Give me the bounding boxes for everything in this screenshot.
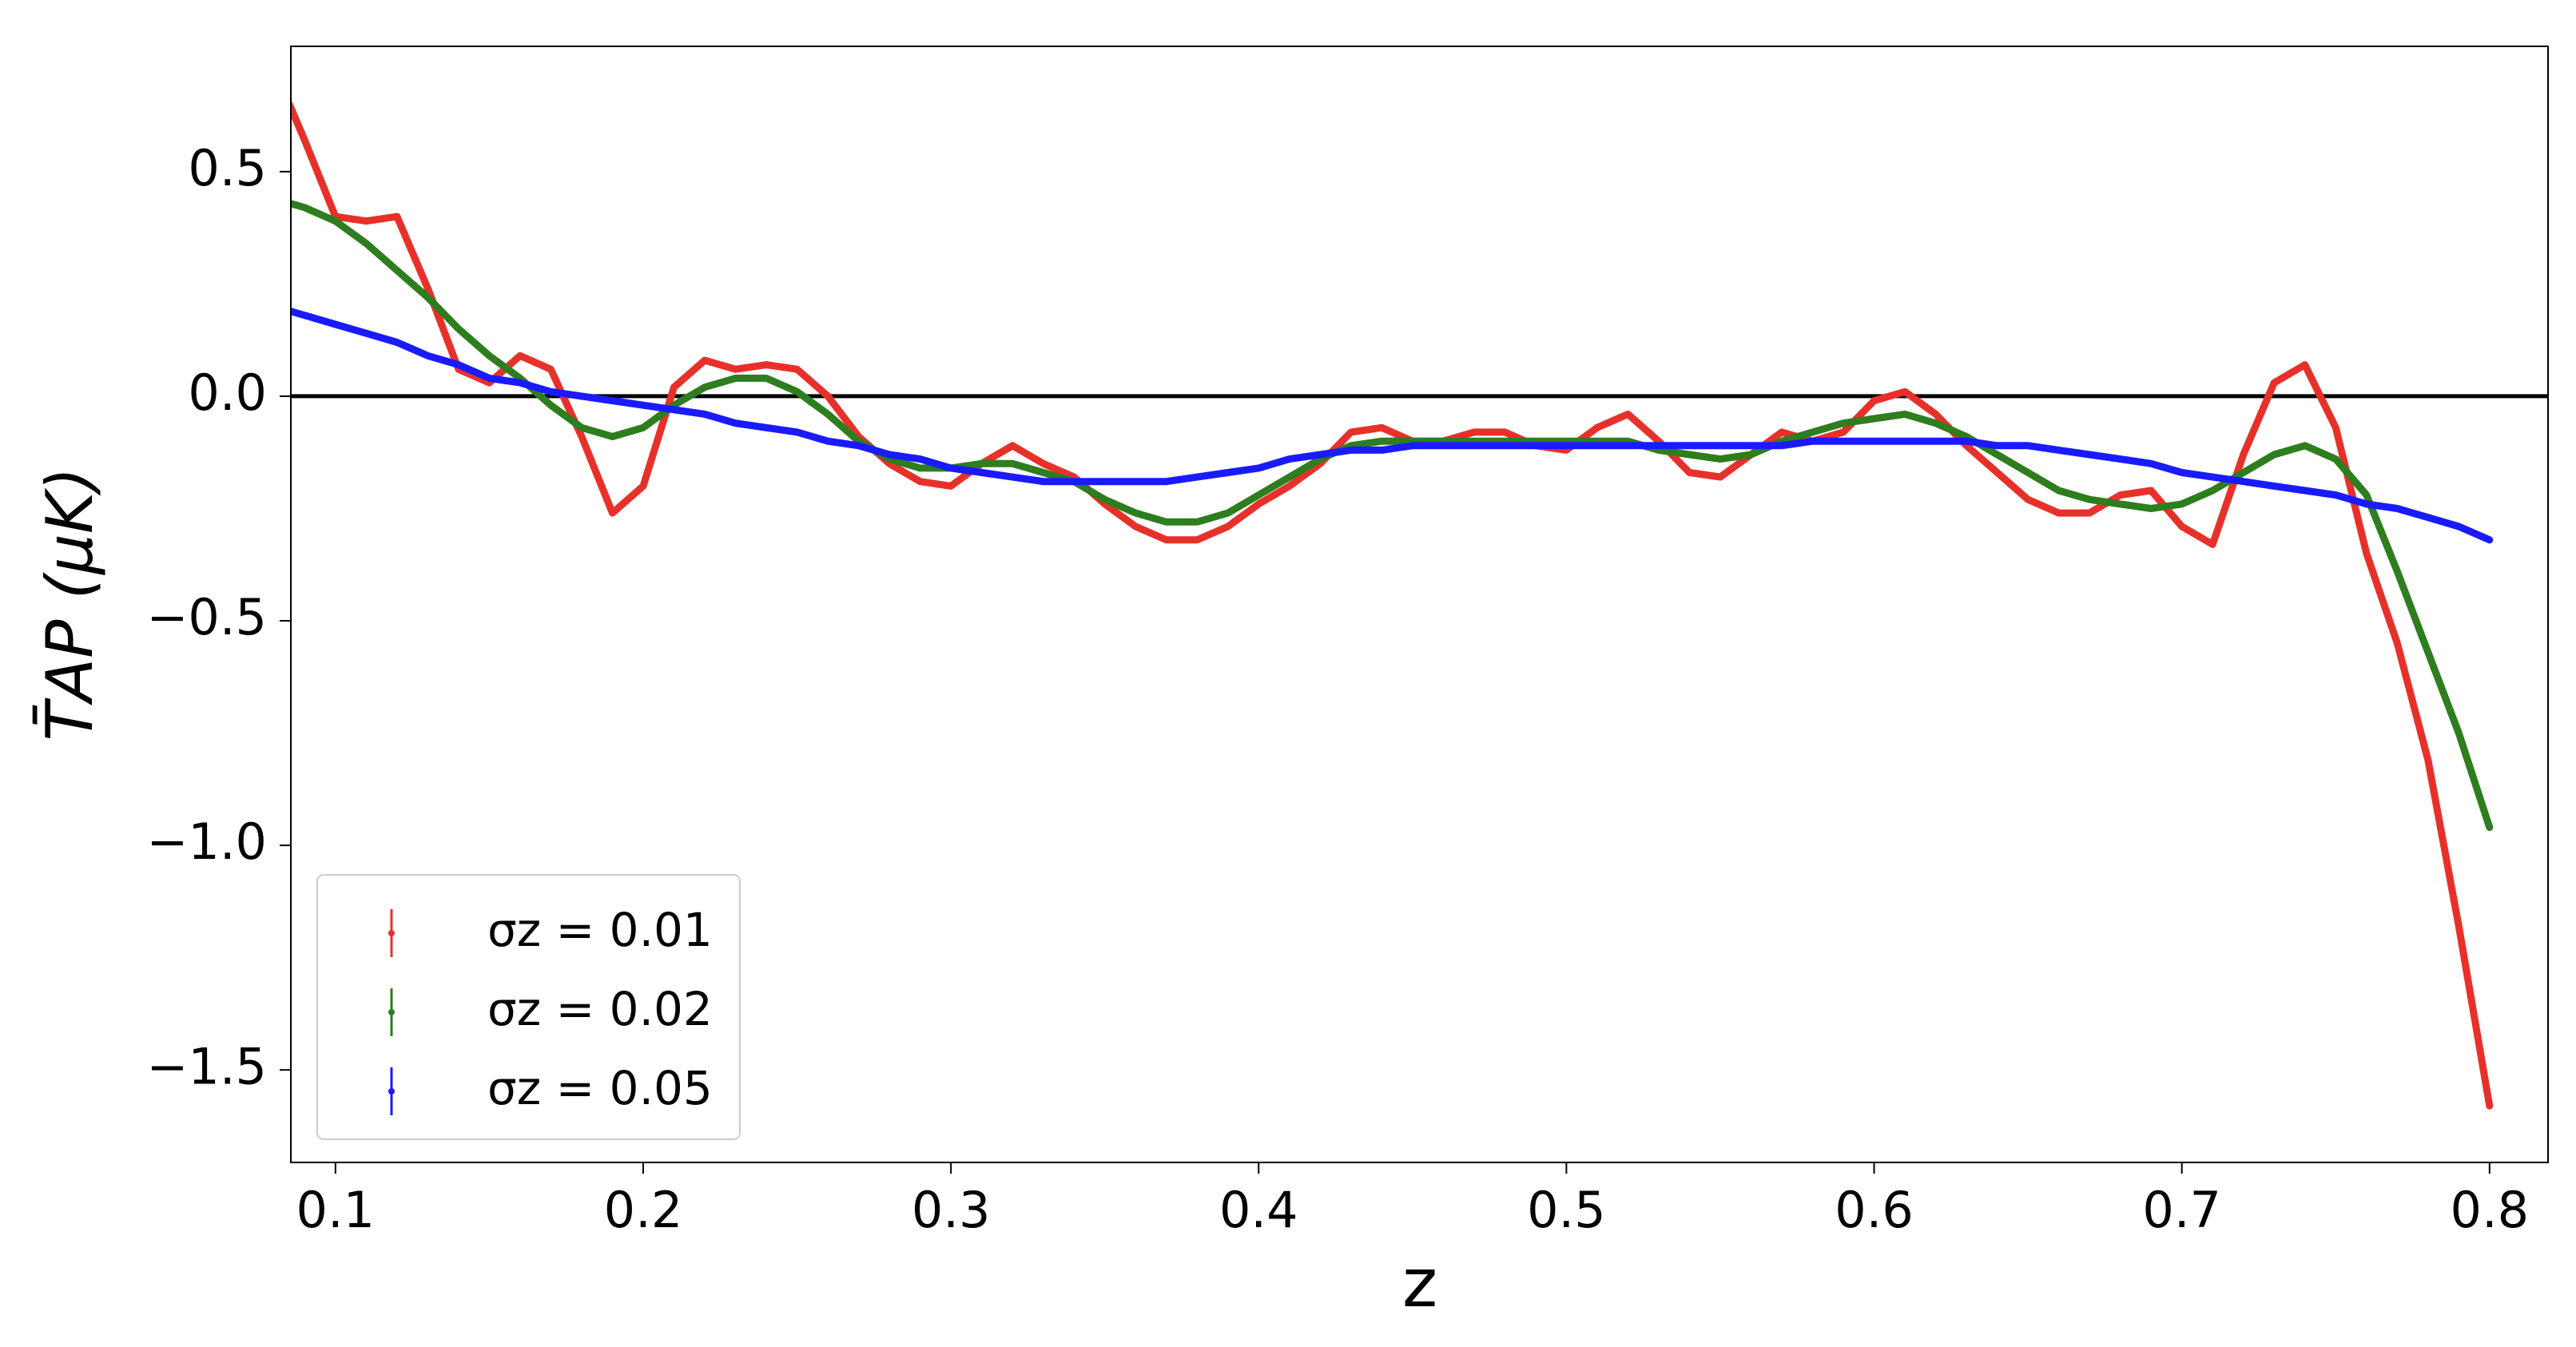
series-line bbox=[291, 307, 2494, 544]
y-tick-label: −1.0 bbox=[146, 813, 267, 871]
x-tick-label: 0.7 bbox=[2142, 1181, 2221, 1239]
legend-label: σz = 0.05 bbox=[487, 1061, 713, 1115]
x-tick-label: 0.2 bbox=[604, 1181, 683, 1239]
y-axis-label: T̄AP (μK) bbox=[32, 467, 107, 741]
x-tick-label: 0.3 bbox=[912, 1181, 991, 1239]
legend-label: σz = 0.01 bbox=[487, 903, 713, 957]
y-tick-label: −1.5 bbox=[146, 1037, 267, 1095]
x-tick-label: 0.4 bbox=[1219, 1181, 1298, 1239]
series-line bbox=[291, 200, 2494, 832]
legend-marker-dot bbox=[388, 930, 395, 936]
x-tick-label: 0.8 bbox=[2451, 1181, 2530, 1239]
legend-label: σz = 0.02 bbox=[487, 982, 713, 1036]
x-tick-label: 0.5 bbox=[1527, 1181, 1606, 1239]
x-tick-label: 0.1 bbox=[296, 1181, 376, 1239]
plot-frame bbox=[290, 46, 2549, 1163]
series-line bbox=[291, 101, 2494, 1110]
x-tick-label: 0.6 bbox=[1835, 1181, 1914, 1239]
x-axis-label: z bbox=[1402, 1244, 1437, 1322]
legend-marker-dot bbox=[388, 1088, 395, 1095]
y-tick-label: 0.0 bbox=[188, 364, 267, 422]
y-tick-label: −0.5 bbox=[146, 588, 267, 646]
legend-marker-dot bbox=[388, 1009, 395, 1015]
y-tick-label: 0.5 bbox=[188, 139, 267, 197]
legend-box bbox=[316, 874, 741, 1140]
